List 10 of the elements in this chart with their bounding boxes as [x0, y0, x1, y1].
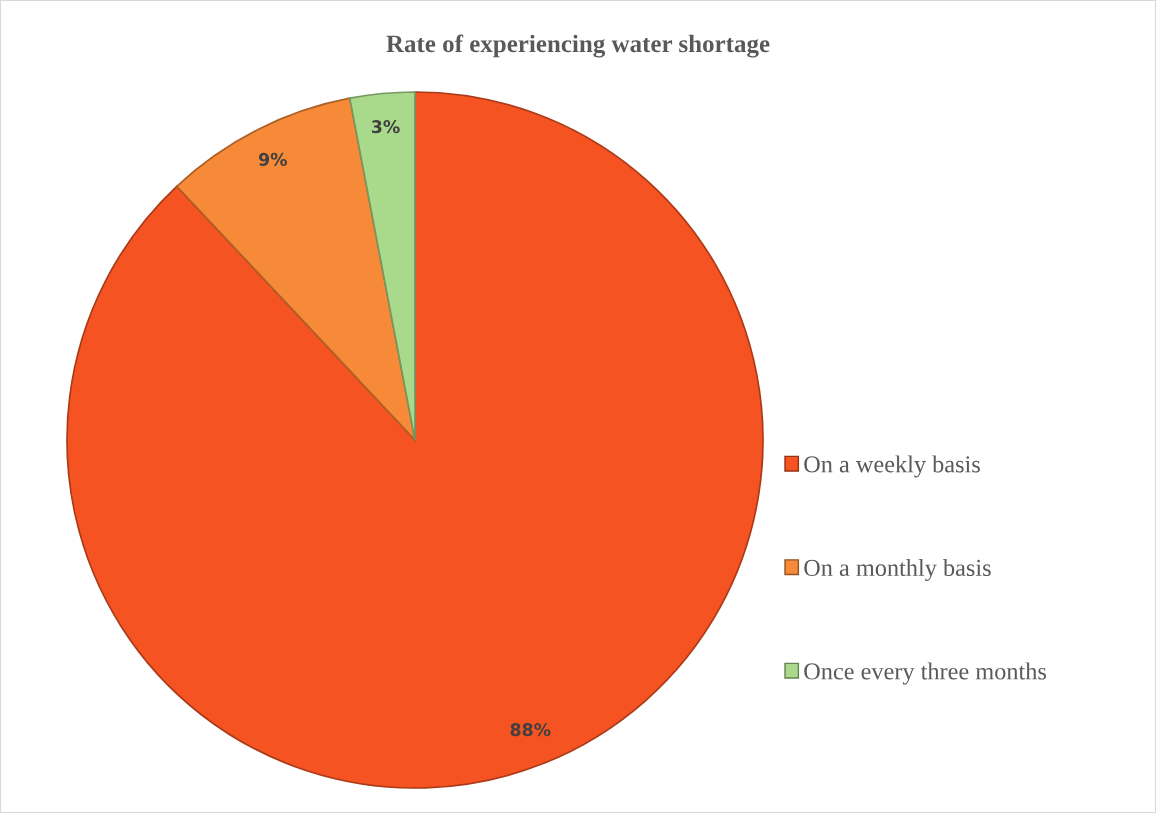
data-label: 88% [510, 723, 551, 737]
legend-label: Once every three months [804, 662, 1046, 685]
data-label: 9% [258, 152, 287, 166]
pie-slice [175, 97, 416, 441]
legend-label: On a weekly basis [804, 455, 980, 478]
pie-slice [348, 91, 416, 441]
pie-slice [66, 91, 764, 789]
legend-label: On a monthly basis [804, 558, 991, 582]
data-label: 3% [371, 120, 400, 134]
chart-title: Rate of experiencing water shortage [386, 34, 770, 58]
